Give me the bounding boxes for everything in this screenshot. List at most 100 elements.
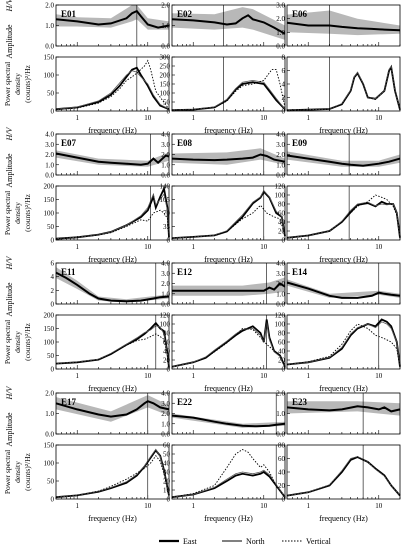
row2-psd-ylabel-line1: Power spectral (3, 191, 12, 235)
e02-psd-ytick-label: 150 (160, 81, 171, 89)
row3-psd-ylabel-line3: (counts)²/Hz (23, 323, 32, 361)
e11-psd-ytick-label: 100 (44, 339, 55, 347)
e14-psd-ytick-label: 0 (282, 366, 286, 374)
e23-psd-ytick-label: 40 (278, 469, 286, 477)
e06-psd-series-east (286, 64, 401, 112)
e07-panel (55, 134, 170, 240)
e08-psd-ytick-label: 0 (167, 237, 171, 245)
e06-psd-ytick-label: 6 (282, 67, 286, 75)
e23-psd-ytick-label: 80 (278, 442, 286, 450)
e14-psd-ytick-label: 80 (278, 330, 286, 338)
e17-xlabel: frequency (Hz) (88, 514, 137, 523)
row4-hv-ylabel-amplitude: Amplitude (5, 412, 14, 447)
e14-psd-series-east (286, 318, 401, 367)
e22-xtick-label: 10 (260, 502, 268, 510)
e08-psd-series-vertical (171, 204, 286, 239)
e01-psd-ytick-label: 150 (44, 54, 55, 62)
e23-psd-ytick-label: 60 (278, 455, 286, 463)
e23-psd-ytick-label: 0 (282, 496, 286, 504)
e14-psd-series-vertical (286, 323, 401, 367)
e17-panel (55, 393, 170, 499)
e01-psd-series-vertical (55, 59, 170, 111)
e07-hv-ytick-label: 3.0 (45, 141, 54, 149)
e11-xlabel: frequency (Hz) (88, 384, 137, 393)
e12-psd-series-north (171, 321, 286, 368)
e02-hv-ytick-label: 1.0 (161, 22, 170, 30)
e17-psd-ytick-label: 100 (44, 460, 55, 468)
e14-hv-ytick-label: 2.0 (276, 280, 285, 288)
e17-hv-ytick-label: 0.0 (45, 431, 54, 439)
e14-hv-ytick-label: 1.0 (276, 290, 285, 298)
row1-psd-ylabel-line1: Power spectral (3, 62, 12, 106)
e11-psd-ytick-label: 200 (44, 312, 55, 320)
e11-panel (55, 263, 170, 369)
e09-panel (286, 134, 401, 240)
e11-psd-series-vertical (55, 333, 170, 368)
e22-psd-series-east (171, 470, 286, 499)
e12-station-label: E12 (177, 267, 193, 277)
e09-psd-ytick-label: 120 (275, 183, 286, 191)
e07-xtick-label: 1 (75, 243, 79, 251)
e08-psd-ytick-label: 140 (160, 183, 171, 191)
e09-hv-curve (286, 154, 401, 167)
e06-hv-frame (286, 4, 401, 47)
e12-hv-ytick-label: 4.0 (161, 260, 170, 268)
e22-psd-ytick-label: 20 (163, 478, 171, 486)
e06-hv-ytick-label: 1.0 (276, 29, 285, 37)
e23-psd-ytick-label: 20 (278, 482, 286, 490)
e11-psd-frame (55, 314, 170, 370)
e02-psd-frame (171, 56, 286, 112)
e02-xtick-label: 10 (260, 114, 268, 122)
e08-hv-ytick-label: 0.0 (161, 172, 170, 180)
e07-station-label: E07 (61, 138, 77, 148)
e07-xtick-label: 10 (144, 243, 152, 251)
e07-hv-ytick-label: 0.0 (45, 172, 54, 180)
e01-psd-ytick-label: 50 (47, 90, 55, 98)
e17-hv-band (56, 395, 169, 422)
e02-psd-ytick-label: 50 (163, 99, 171, 107)
e22-hv-ytick-label: 4.0 (161, 390, 170, 398)
e02-panel (171, 5, 286, 111)
row4-hv-ylabel-hv: H/V (5, 386, 14, 401)
e02-psd-series-east (171, 81, 286, 111)
e17-psd-series-east (55, 448, 170, 499)
e06-psd-ytick-label: 0 (282, 108, 286, 116)
e12-xtick-label: 10 (260, 372, 268, 380)
e09-hv-ytick-label: 1.0 (276, 161, 285, 169)
e12-psd-ytick-label: 20 (163, 357, 171, 365)
e07-psd-ytick-label: 150 (44, 196, 55, 204)
e14-hv-band (287, 279, 400, 298)
row4-psd-ylabel-line1: Power spectral (3, 450, 12, 494)
e22-psd-ytick-label: 10 (163, 487, 171, 495)
e08-psd-frame (171, 185, 286, 241)
row3-psd-ylabel-line2: density (13, 331, 22, 353)
e07-hv-curve (55, 152, 170, 166)
e17-xtick-label: 10 (144, 502, 152, 510)
e06-psd-series-vertical (286, 66, 401, 111)
e08-xtick-label: 10 (260, 243, 268, 251)
e02-psd-ytick-label: 300 (160, 54, 171, 62)
e08-hv-ytick-label: 4.0 (161, 131, 170, 139)
row1-hv-ylabel-hv: H/V (5, 0, 14, 13)
e07-psd-ytick-label: 0 (51, 237, 55, 245)
e17-psd-ytick-label: 150 (44, 442, 55, 450)
e12-xlabel: frequency (Hz) (204, 384, 253, 393)
e06-hv-curve (286, 21, 401, 32)
e11-xtick-label: 1 (75, 372, 79, 380)
e11-xtick-label: 10 (144, 372, 152, 380)
e14-psd-ytick-label: 120 (275, 312, 286, 320)
e22-psd-ytick-label: 40 (163, 460, 171, 468)
row3-hv-ylabel-hv: H/V (5, 256, 14, 271)
e12-hv-ytick-label: 0.0 (161, 301, 170, 309)
e23-xtick-label: 10 (375, 502, 383, 510)
e02-hv-curve (171, 14, 286, 35)
e02-psd-ytick-label: 200 (160, 72, 171, 80)
e12-psd-ytick-label: 60 (163, 339, 171, 347)
e08-hv-curve (171, 153, 286, 163)
e01-hv-curve (55, 9, 170, 29)
e11-psd-series-north (55, 325, 170, 368)
e02-psd-series-vertical (171, 69, 286, 111)
e22-psd-ytick-label: 30 (163, 469, 171, 477)
e01-hv-band (56, 5, 169, 30)
